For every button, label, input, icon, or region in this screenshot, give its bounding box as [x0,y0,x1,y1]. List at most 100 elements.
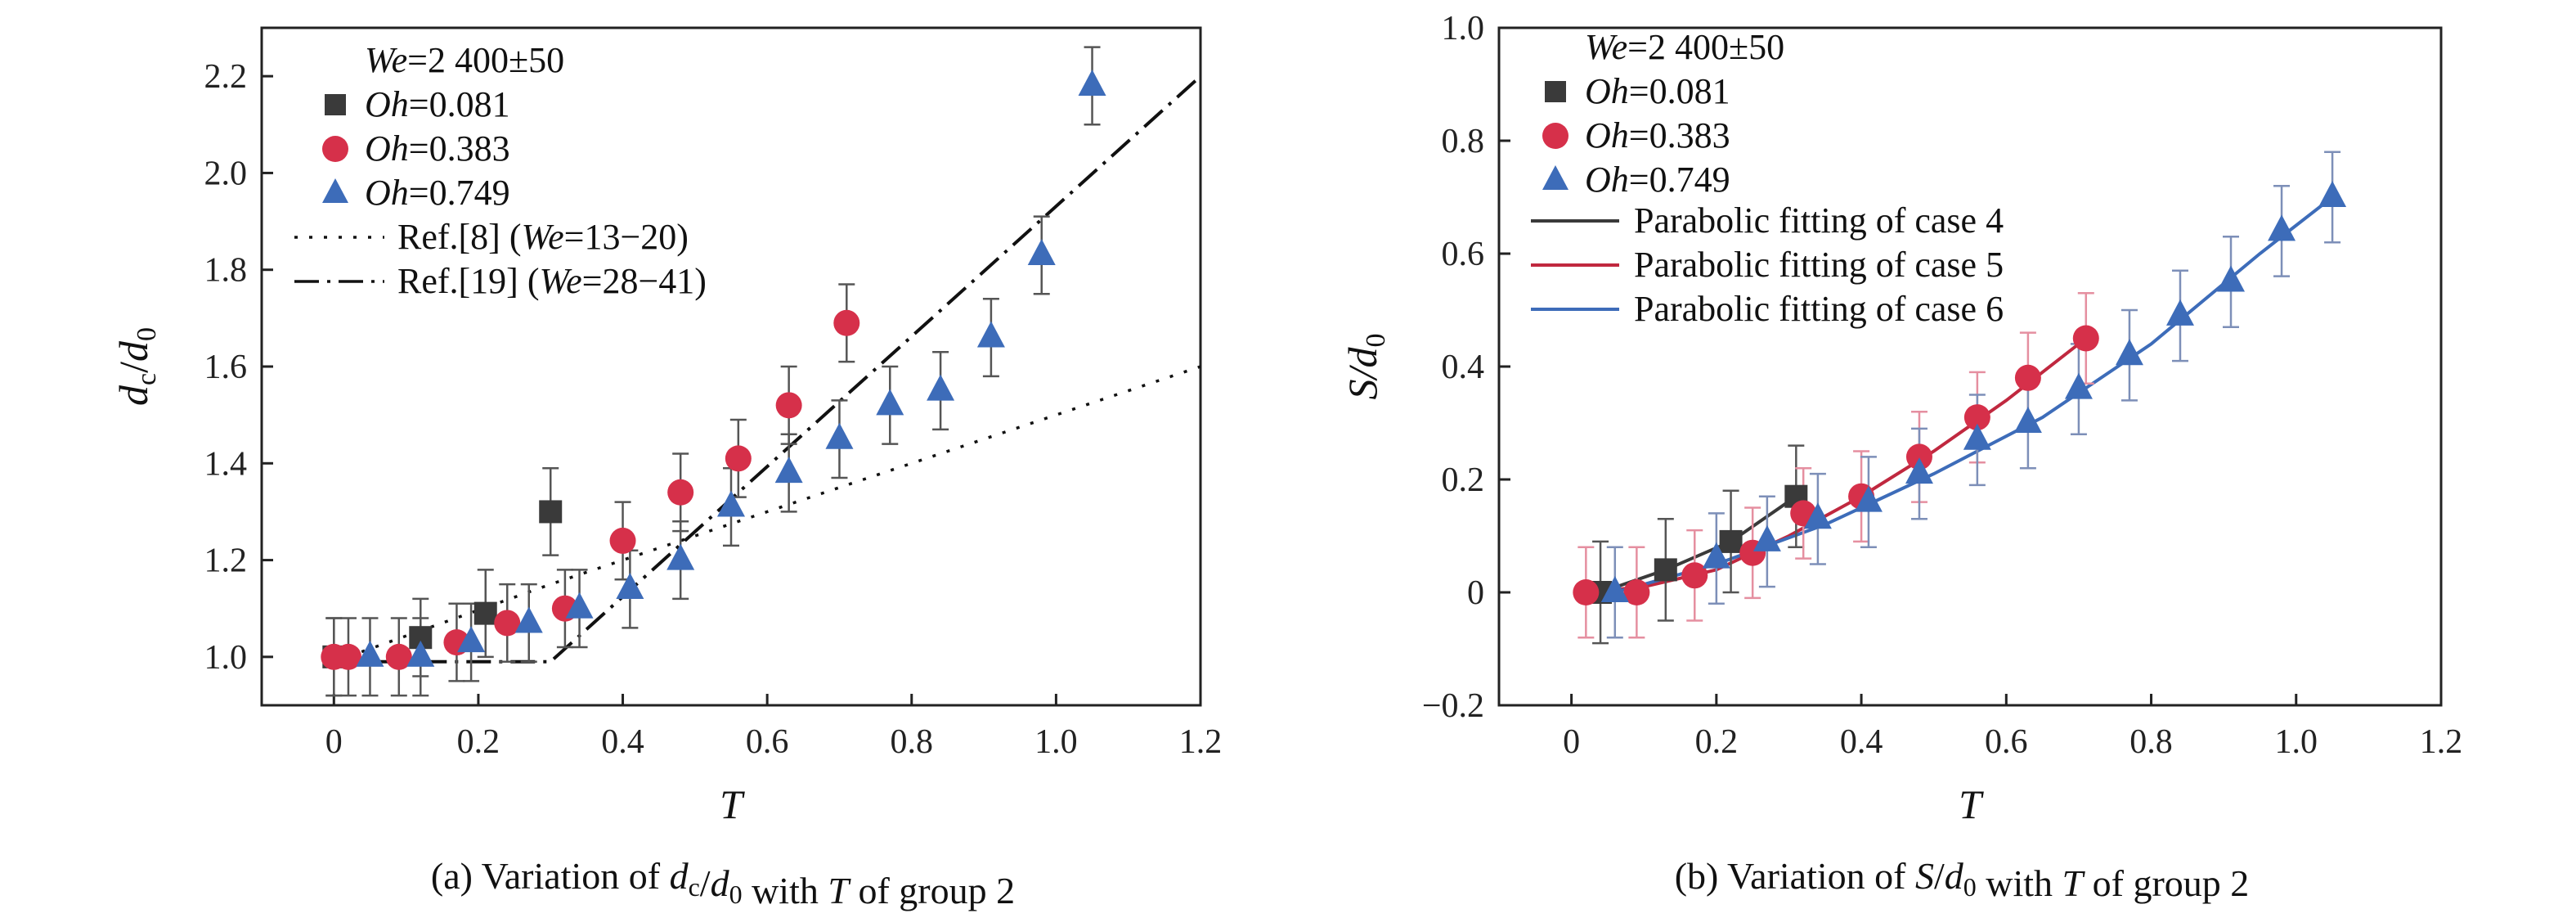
data-point-triangle [774,457,803,484]
data-point-triangle [406,640,435,667]
legend-circle-marker [322,136,348,162]
x-tick-label: 0.6 [746,723,789,761]
x-tick-label: 0.4 [1840,723,1883,761]
data-point-triangle [1963,423,1991,450]
caption-part: S [1915,855,1934,897]
legend-circle-marker [1542,123,1568,149]
y-label-var: d [110,340,156,362]
data-point-triangle [927,374,955,401]
legend-value: =0.081 [409,84,510,124]
caption-part: T [828,870,851,911]
y-label-var: d [1340,347,1385,368]
data-point-triangle [457,626,486,653]
legend-fit-label: Parabolic fitting of case 4 [1634,200,2004,241]
data-point-circle [1623,579,1650,605]
legend: We=2 400±50Oh=0.081Oh=0.383Oh=0.749Ref.[… [294,40,707,301]
data-point-triangle [1803,502,1832,529]
caption-part: of group 2 [858,870,1015,911]
panel-a: 0 0.2 0.4 0.6 0.8 1.0 1.2 1.0 1.2 1.4 1.6 1.8 2.0 2.2… [110,26,1222,911]
panel-b: 0 0.2 0.4 0.6 0.8 1.0 1.2 −0.2 0 0.2 0.4 0.6 0.8 1.0 T… [1340,10,2462,904]
data-point-triangle [565,592,594,619]
y-tick-label: 1.2 [204,542,248,580]
y-tick-label: 0.2 [1442,461,1485,499]
data-point-triangle [1600,576,1629,602]
legend-fit-label: Parabolic fitting of case 5 [1634,245,2004,285]
legend-part: =13−20) [564,217,689,257]
plot-area [1573,151,2347,645]
legend-value: =0.749 [1629,160,1730,200]
ref-8-line [333,365,1200,664]
legend-part: We [540,261,582,301]
data-point-triangle [2115,339,2143,366]
x-tick-label: 1.0 [2275,723,2318,761]
legend-header: We=2 400±50 [1585,27,1784,67]
legend-var: We [1585,27,1627,67]
y-label-subscript: 0 [1361,334,1391,348]
legend-square-marker [325,94,346,115]
legend-entry-label: Oh=0.749 [365,173,510,213]
data-point-triangle [2217,265,2246,292]
legend-ref-label: Ref.[19] (We=28−41) [397,261,707,301]
y-tick-label: 1.0 [204,639,248,677]
caption-part [819,870,828,911]
x-tick-label: 0 [325,723,343,761]
caption-part [2083,862,2093,904]
legend-fit-label: Parabolic fitting of case 6 [1634,289,2004,329]
data-point-triangle [1078,69,1106,96]
legend-ref-label: Ref.[8] (We=13−20) [397,217,689,257]
data-point-circle [609,527,636,554]
legend-value: =0.749 [409,173,510,213]
data-point-triangle [1854,485,1883,512]
data-point-triangle [1752,524,1781,551]
y-tick-label: 1.4 [204,445,248,483]
caption-part: d [1945,855,1964,897]
caption-part: T [2062,862,2086,904]
legend-part: =28−41) [582,261,707,301]
y-tick-label: 1.8 [204,252,248,290]
data-point-triangle [876,389,904,416]
data-point-circle [334,643,361,670]
x-tick-label: 0.8 [891,723,934,761]
data-point-triangle [2268,214,2296,241]
data-point-circle [725,445,752,472]
y-label-subscript: c [132,373,162,385]
legend-var: Oh [365,84,409,124]
y-tick-label: −0.2 [1422,687,1484,725]
data-point-circle [2072,325,2099,352]
legend-var: Oh [365,128,409,169]
caption-part: 0 [729,880,743,909]
data-point-triangle [976,321,1005,348]
legend-var: We [365,40,407,80]
caption-part [849,870,859,911]
data-point-triangle [666,543,695,570]
data-point-triangle [2064,372,2093,399]
caption-part: (a) Variation of [431,855,670,897]
y-tick-label: 0.8 [1442,123,1485,160]
data-point-triangle [717,490,745,517]
caption-part: / [1934,855,1945,897]
legend-header: We=2 400±50 [365,40,564,80]
data-point-square [1654,558,1677,582]
legend-var: Oh [365,173,409,213]
panel-caption: (b) Variation of S/d0 with T of group 2 [1675,855,2250,904]
data-point-circle [1573,579,1600,605]
data-point-square [1719,529,1743,553]
caption-part: / [700,862,711,904]
caption-part: with [1977,862,2053,904]
caption-part: of group 2 [2093,862,2250,904]
y-tick-label: 1.6 [204,349,248,386]
caption-part: (b) Variation of [1675,855,1915,897]
y-axis-label: dc/d0 [110,327,162,406]
legend-part: We [522,217,564,257]
x-tick-label: 0.2 [457,723,500,761]
legend-triangle-marker [322,178,348,203]
legend-value: =0.383 [1629,115,1730,155]
data-point-triangle [2318,181,2347,207]
data-point-circle [1681,562,1708,589]
legend-value: =2 400±50 [1627,27,1784,67]
x-tick-label: 0.8 [2129,723,2173,761]
y-tick-label: 0 [1467,574,1484,612]
data-point-circle [2014,364,2041,391]
x-axis-label: T [720,781,745,827]
